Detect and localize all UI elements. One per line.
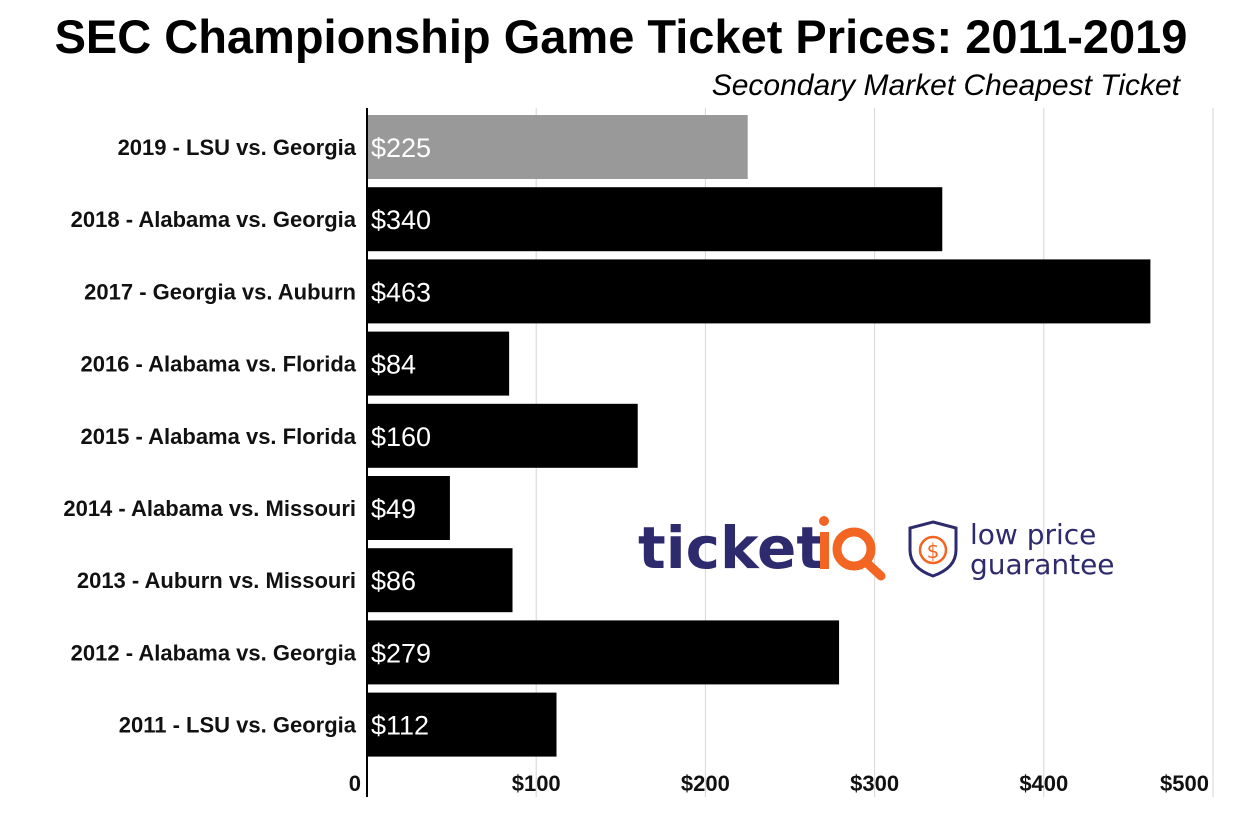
x-tick-label-400: $400 <box>1019 771 1068 796</box>
bar-5 <box>367 476 450 540</box>
shield-icon: $ <box>908 520 958 578</box>
value-label-7: $279 <box>371 638 431 668</box>
tagline-line2: guarantee <box>970 548 1115 581</box>
category-label-4: 2015 - Alabama vs. Florida <box>80 424 356 449</box>
value-label-4: $160 <box>371 422 431 452</box>
bar-2 <box>367 259 1151 324</box>
category-label-1: 2018 - Alabama vs. Georgia <box>71 207 357 232</box>
brand-i-dot <box>819 516 829 526</box>
chart-subtitle: Secondary Market Cheapest Ticket <box>711 69 1180 102</box>
ticketiq-watermark: ticket $ low price guarantee <box>638 514 1115 582</box>
magnifier-handle <box>862 558 886 581</box>
bar-8 <box>367 692 557 757</box>
shield-dollar-text: $ <box>927 539 940 563</box>
x-tick-label-100: $100 <box>512 771 561 796</box>
value-label-2: $463 <box>371 277 431 307</box>
tagline-line1: low price <box>970 518 1096 551</box>
magnifier-icon <box>832 527 876 571</box>
value-label-0: $225 <box>371 133 431 163</box>
chart-title: SEC Championship Game Ticket Prices: 201… <box>54 10 1188 63</box>
category-label-2: 2017 - Georgia vs. Auburn <box>84 279 356 304</box>
brand-iq-group <box>819 516 886 581</box>
brand-ticket-text: ticket <box>638 514 824 582</box>
category-label-6: 2013 - Auburn vs. Missouri <box>77 568 356 593</box>
value-label-3: $84 <box>371 350 416 380</box>
bar-0 <box>367 115 748 179</box>
value-label-8: $112 <box>371 711 429 741</box>
value-label-6: $86 <box>371 566 416 596</box>
value-label-1: $340 <box>371 205 431 235</box>
category-label-0: 2019 - LSU vs. Georgia <box>118 135 357 160</box>
bar-4 <box>367 403 638 468</box>
bar-1 <box>367 187 943 252</box>
x-tick-label-0: 0 <box>349 771 361 796</box>
bar-6 <box>367 548 513 613</box>
x-tick-label-300: $300 <box>850 771 899 796</box>
x-tick-label-200: $200 <box>681 771 730 796</box>
x-tick-label-500: $500 <box>1160 771 1209 796</box>
category-label-8: 2011 - LSU vs. Georgia <box>119 713 357 738</box>
brand-i-stem <box>820 532 829 569</box>
category-label-3: 2016 - Alabama vs. Florida <box>80 352 356 377</box>
value-label-5: $49 <box>371 494 416 524</box>
category-label-7: 2012 - Alabama vs. Georgia <box>71 640 357 665</box>
bar-7 <box>367 620 840 685</box>
bar-3 <box>367 331 510 396</box>
category-label-5: 2014 - Alabama vs. Missouri <box>63 496 356 521</box>
